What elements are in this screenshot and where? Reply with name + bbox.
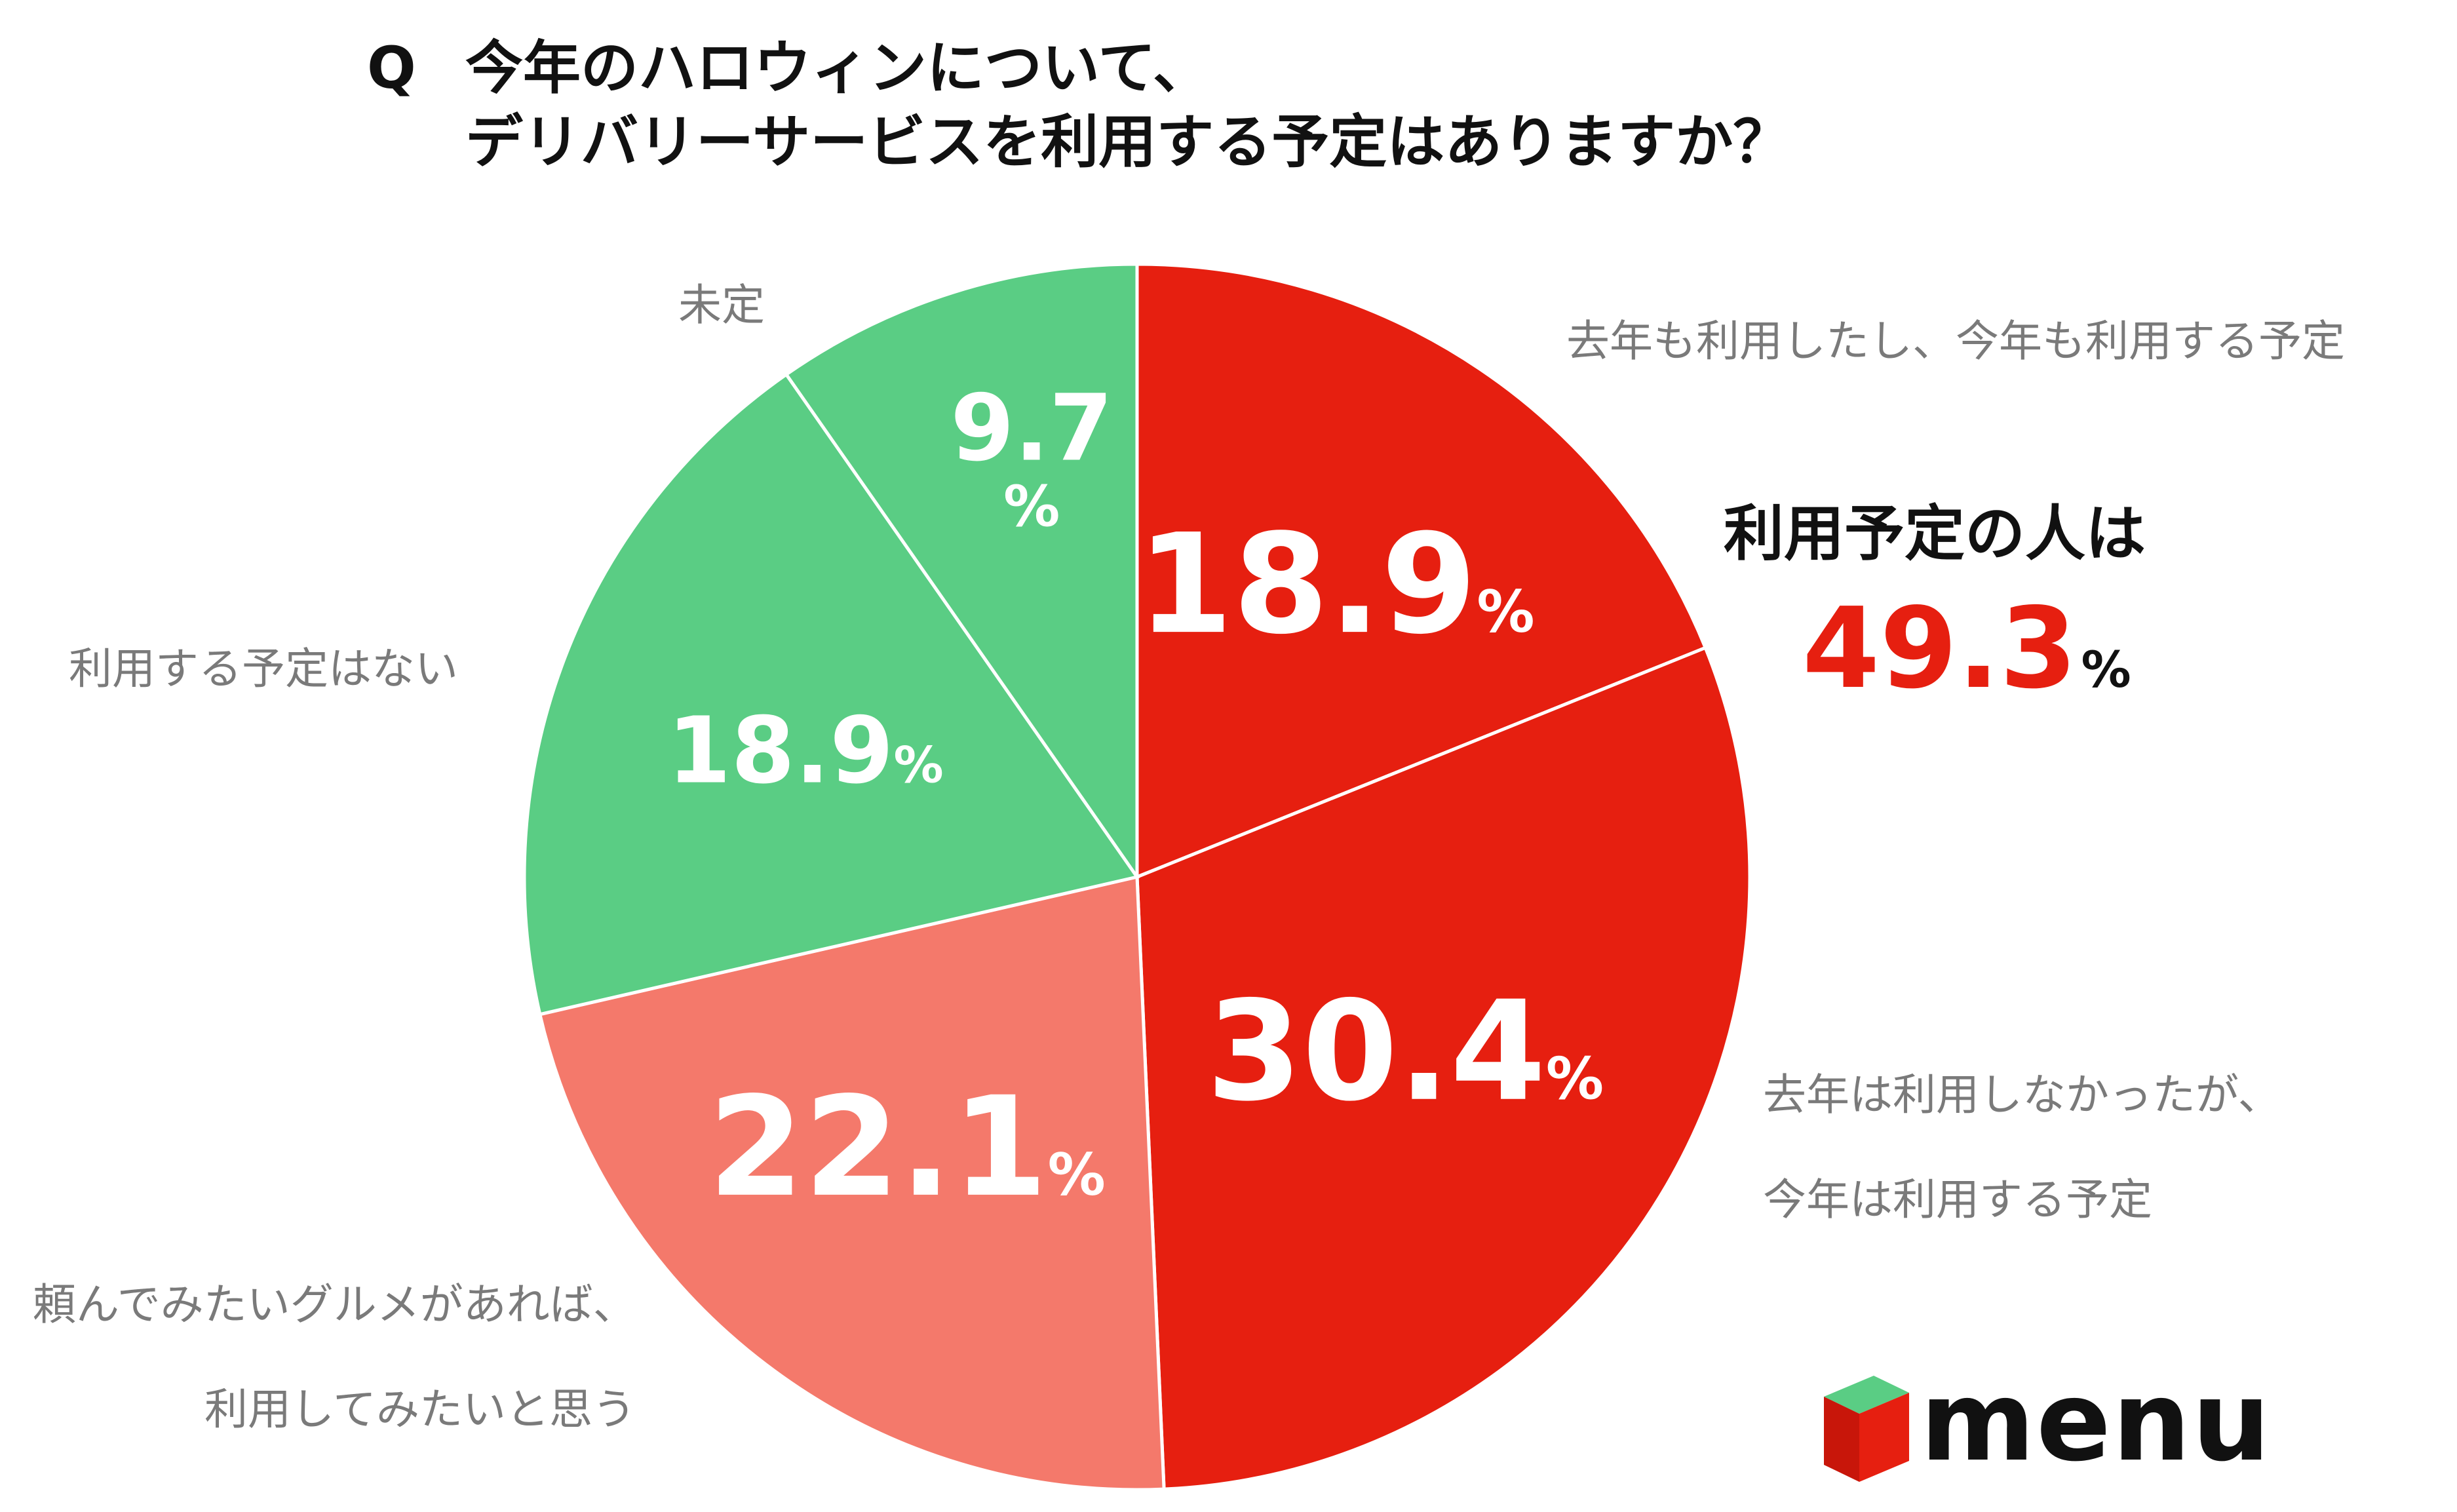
pie-slice-4: [522, 372, 1140, 1017]
chart-title: Q 今年のハロウィンについて、 デリバリーサービスを利用する予定はありますか？: [367, 31, 1790, 179]
summary-label: 利用予定の人は: [1724, 499, 2146, 569]
label-slice-5: 未定: [678, 280, 765, 330]
pie-slice-1: [1135, 262, 1708, 880]
menu-logo-icon: [1824, 1376, 1909, 1482]
label-slice-1: 去年も利用したし、今年も利用する予定: [1566, 316, 2345, 366]
slice-value-label-5: 9.7%: [950, 375, 1113, 539]
label-slice-3-line-2: 利用してみたいと思う: [204, 1384, 636, 1435]
menu-logo-text: menu: [1920, 1357, 2272, 1486]
label-slice-2: 去年は利用しなかったが、 今年は利用する予定: [1763, 1062, 2281, 1234]
pie-slice-5: [784, 262, 1139, 882]
question-marker: Q: [367, 34, 416, 102]
summary-unit: %: [2081, 640, 2131, 699]
slice-value-label-1: 18.9%: [1137, 504, 1534, 665]
pie-slice-2: [1135, 646, 1752, 1491]
label-slice-3: 頼んでみたいグルメがあれば、 利用してみたいと思う: [33, 1271, 636, 1444]
title-line-2: デリバリーサービスを利用する予定はありますか？: [465, 107, 1791, 176]
logo-right-face: [1859, 1393, 1909, 1482]
summary-value: 49.3%: [1802, 593, 2131, 705]
logo-top-face: [1824, 1376, 1909, 1414]
label-slice-2-line-2: 今年は利用する予定: [1763, 1174, 2152, 1226]
label-slice-4: 利用する予定はない: [69, 644, 458, 694]
slice-value-label-4: 18.9%: [667, 698, 944, 805]
label-slice-3-line-1: 頼んでみたいグルメがあれば、: [33, 1279, 636, 1330]
summary-number: 49.3: [1802, 584, 2078, 714]
menu-logo: menu: [1819, 1367, 2270, 1484]
label-slice-2-line-1: 去年は利用しなかったが、: [1763, 1070, 2281, 1120]
slice-value-label-3: 22.1%: [708, 1067, 1105, 1228]
slice-value-label-2: 30.4%: [1207, 971, 1604, 1132]
logo-left-face: [1824, 1397, 1859, 1482]
pie-slice-3: [537, 874, 1166, 1492]
title-line-1: 今年のハロウィンについて、: [465, 34, 1210, 102]
